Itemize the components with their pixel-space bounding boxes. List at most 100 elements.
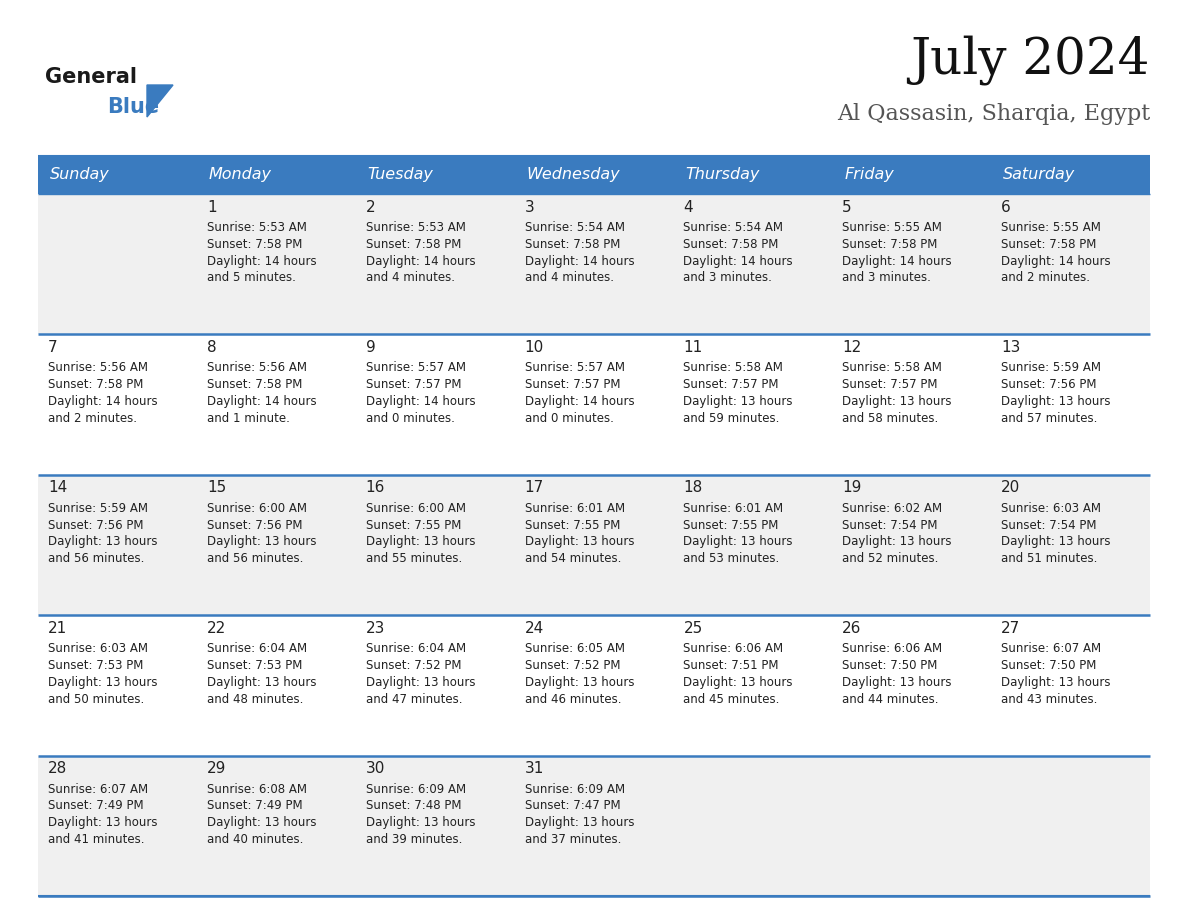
Text: Sunset: 7:57 PM: Sunset: 7:57 PM [842, 378, 937, 391]
Text: and 55 minutes.: and 55 minutes. [366, 553, 462, 565]
Text: 20: 20 [1001, 480, 1020, 496]
Text: Daylight: 13 hours: Daylight: 13 hours [1001, 395, 1111, 408]
Text: Sunset: 7:58 PM: Sunset: 7:58 PM [683, 238, 779, 251]
Text: Sunset: 7:58 PM: Sunset: 7:58 PM [842, 238, 937, 251]
Text: 21: 21 [48, 621, 68, 635]
Text: and 2 minutes.: and 2 minutes. [1001, 272, 1091, 285]
Text: 5: 5 [842, 199, 852, 215]
Text: and 56 minutes.: and 56 minutes. [48, 553, 145, 565]
Text: 17: 17 [525, 480, 544, 496]
Text: and 53 minutes.: and 53 minutes. [683, 553, 779, 565]
Text: Saturday: Saturday [1003, 167, 1075, 183]
Text: Daylight: 14 hours: Daylight: 14 hours [683, 254, 794, 268]
Text: Sunset: 7:54 PM: Sunset: 7:54 PM [1001, 519, 1097, 532]
Text: Sunrise: 5:59 AM: Sunrise: 5:59 AM [1001, 362, 1101, 375]
Text: Daylight: 13 hours: Daylight: 13 hours [207, 816, 316, 829]
Text: Sunset: 7:57 PM: Sunset: 7:57 PM [525, 378, 620, 391]
Text: Sunrise: 6:01 AM: Sunrise: 6:01 AM [683, 502, 784, 515]
Text: and 48 minutes.: and 48 minutes. [207, 692, 303, 706]
Text: 23: 23 [366, 621, 385, 635]
Bar [38, 615, 1150, 756]
Text: Wednesday: Wednesday [526, 167, 620, 183]
Text: 12: 12 [842, 340, 861, 355]
Text: and 4 minutes.: and 4 minutes. [525, 272, 613, 285]
Text: Sunset: 7:57 PM: Sunset: 7:57 PM [366, 378, 461, 391]
Text: Sunrise: 6:09 AM: Sunrise: 6:09 AM [525, 783, 625, 796]
Text: Daylight: 13 hours: Daylight: 13 hours [1001, 535, 1111, 548]
Text: Friday: Friday [845, 167, 895, 183]
Text: Daylight: 14 hours: Daylight: 14 hours [366, 395, 475, 408]
Text: and 2 minutes.: and 2 minutes. [48, 412, 137, 425]
Text: and 3 minutes.: and 3 minutes. [842, 272, 931, 285]
Text: Daylight: 13 hours: Daylight: 13 hours [525, 676, 634, 688]
Text: and 47 minutes.: and 47 minutes. [366, 692, 462, 706]
Polygon shape [147, 85, 173, 117]
Text: 27: 27 [1001, 621, 1020, 635]
Text: and 43 minutes.: and 43 minutes. [1001, 692, 1098, 706]
Text: Sunset: 7:58 PM: Sunset: 7:58 PM [366, 238, 461, 251]
Text: and 59 minutes.: and 59 minutes. [683, 412, 779, 425]
Text: Daylight: 13 hours: Daylight: 13 hours [842, 676, 952, 688]
Text: Sunrise: 6:07 AM: Sunrise: 6:07 AM [48, 783, 148, 796]
Text: Sunrise: 5:58 AM: Sunrise: 5:58 AM [842, 362, 942, 375]
Bar [38, 756, 1150, 896]
Bar [38, 475, 1150, 615]
Text: and 50 minutes.: and 50 minutes. [48, 692, 144, 706]
Text: 7: 7 [48, 340, 58, 355]
Text: Daylight: 13 hours: Daylight: 13 hours [207, 676, 316, 688]
Text: Sunrise: 6:09 AM: Sunrise: 6:09 AM [366, 783, 466, 796]
Text: and 57 minutes.: and 57 minutes. [1001, 412, 1098, 425]
Text: and 41 minutes.: and 41 minutes. [48, 833, 145, 846]
Text: Sunset: 7:55 PM: Sunset: 7:55 PM [683, 519, 779, 532]
Text: Sunrise: 6:03 AM: Sunrise: 6:03 AM [48, 643, 148, 655]
Text: Daylight: 14 hours: Daylight: 14 hours [366, 254, 475, 268]
Text: Sunrise: 6:08 AM: Sunrise: 6:08 AM [207, 783, 307, 796]
Text: Sunrise: 5:54 AM: Sunrise: 5:54 AM [683, 221, 783, 234]
Text: Sunrise: 6:07 AM: Sunrise: 6:07 AM [1001, 643, 1101, 655]
Text: Daylight: 13 hours: Daylight: 13 hours [525, 816, 634, 829]
Text: 18: 18 [683, 480, 702, 496]
Text: Sunrise: 5:55 AM: Sunrise: 5:55 AM [1001, 221, 1101, 234]
Text: Sunset: 7:57 PM: Sunset: 7:57 PM [683, 378, 779, 391]
Text: Sunrise: 5:53 AM: Sunrise: 5:53 AM [366, 221, 466, 234]
Text: 9: 9 [366, 340, 375, 355]
Text: Daylight: 14 hours: Daylight: 14 hours [207, 395, 316, 408]
Text: 8: 8 [207, 340, 216, 355]
Text: Blue: Blue [107, 97, 159, 117]
Text: Sunrise: 6:04 AM: Sunrise: 6:04 AM [366, 643, 466, 655]
Bar [38, 334, 1150, 475]
Text: Daylight: 13 hours: Daylight: 13 hours [366, 816, 475, 829]
Text: Sunrise: 5:59 AM: Sunrise: 5:59 AM [48, 502, 148, 515]
Text: Sunrise: 5:53 AM: Sunrise: 5:53 AM [207, 221, 307, 234]
Text: Sunrise: 5:54 AM: Sunrise: 5:54 AM [525, 221, 625, 234]
Text: Daylight: 13 hours: Daylight: 13 hours [48, 676, 158, 688]
Text: Daylight: 14 hours: Daylight: 14 hours [525, 254, 634, 268]
Text: Sunrise: 5:56 AM: Sunrise: 5:56 AM [48, 362, 148, 375]
Text: Sunrise: 5:57 AM: Sunrise: 5:57 AM [525, 362, 625, 375]
Text: Sunset: 7:49 PM: Sunset: 7:49 PM [48, 800, 144, 812]
Text: Sunset: 7:53 PM: Sunset: 7:53 PM [207, 659, 302, 672]
Text: 31: 31 [525, 761, 544, 776]
Text: Daylight: 14 hours: Daylight: 14 hours [48, 395, 158, 408]
Text: and 58 minutes.: and 58 minutes. [842, 412, 939, 425]
Text: Sunset: 7:54 PM: Sunset: 7:54 PM [842, 519, 937, 532]
Text: Sunrise: 5:56 AM: Sunrise: 5:56 AM [207, 362, 307, 375]
Text: and 3 minutes.: and 3 minutes. [683, 272, 772, 285]
Text: 29: 29 [207, 761, 226, 776]
Text: and 46 minutes.: and 46 minutes. [525, 692, 621, 706]
Text: Sunset: 7:58 PM: Sunset: 7:58 PM [525, 238, 620, 251]
Text: Sunset: 7:58 PM: Sunset: 7:58 PM [1001, 238, 1097, 251]
Text: 10: 10 [525, 340, 544, 355]
Text: Al Qassasin, Sharqia, Egypt: Al Qassasin, Sharqia, Egypt [836, 103, 1150, 125]
Text: Daylight: 14 hours: Daylight: 14 hours [842, 254, 952, 268]
Text: Daylight: 14 hours: Daylight: 14 hours [525, 395, 634, 408]
Text: Sunset: 7:50 PM: Sunset: 7:50 PM [842, 659, 937, 672]
Text: Sunrise: 5:58 AM: Sunrise: 5:58 AM [683, 362, 783, 375]
Text: Daylight: 13 hours: Daylight: 13 hours [207, 535, 316, 548]
Text: General: General [45, 67, 137, 87]
Text: Sunset: 7:53 PM: Sunset: 7:53 PM [48, 659, 144, 672]
Text: 28: 28 [48, 761, 68, 776]
Text: and 45 minutes.: and 45 minutes. [683, 692, 779, 706]
Text: 15: 15 [207, 480, 226, 496]
Text: 19: 19 [842, 480, 861, 496]
